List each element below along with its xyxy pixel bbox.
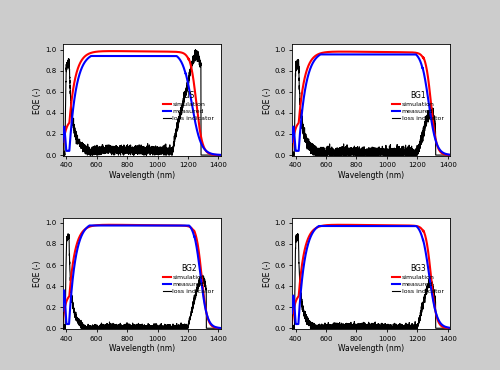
Legend: simulation, measured, loss indicator: simulation, measured, loss indicator: [163, 264, 214, 294]
Y-axis label: EQE (-): EQE (-): [33, 260, 42, 287]
Y-axis label: EQE (-): EQE (-): [33, 87, 42, 114]
Legend: simulation, measured, loss indicator: simulation, measured, loss indicator: [163, 91, 214, 121]
X-axis label: Wavelength (nm): Wavelength (nm): [338, 171, 404, 180]
Y-axis label: EQE (-): EQE (-): [262, 87, 272, 114]
Y-axis label: EQE (-): EQE (-): [262, 260, 272, 287]
Legend: simulation, measured, loss indicator: simulation, measured, loss indicator: [392, 264, 444, 294]
X-axis label: Wavelength (nm): Wavelength (nm): [108, 344, 174, 353]
Legend: simulation, measured, loss indicator: simulation, measured, loss indicator: [392, 91, 444, 121]
X-axis label: Wavelength (nm): Wavelength (nm): [338, 344, 404, 353]
X-axis label: Wavelength (nm): Wavelength (nm): [108, 171, 174, 180]
